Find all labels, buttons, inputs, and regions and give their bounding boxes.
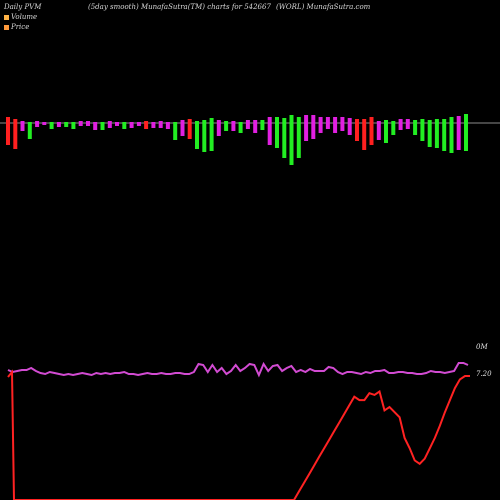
volume-bar (369, 117, 374, 145)
volume-bar (325, 117, 330, 129)
volume-bar (398, 119, 403, 130)
volume-bar (195, 121, 199, 149)
legend-volume: Volume (4, 13, 37, 21)
volume-bar (151, 122, 156, 128)
volume-bar (136, 122, 141, 126)
volume-bar (311, 115, 316, 139)
volume-bar (216, 120, 221, 136)
volume-bar (202, 120, 207, 152)
volume-bar (384, 120, 388, 143)
volume-bar (449, 117, 454, 153)
volume-bar (6, 117, 10, 145)
chart-title-right: (WORL) MunafaSutra.com (276, 3, 371, 11)
volume-bar (289, 115, 294, 165)
volume-bar (158, 121, 163, 128)
volume-bar (27, 122, 32, 139)
legend-price-swatch (4, 24, 9, 30)
volume-bar (42, 122, 47, 125)
volume-bar (427, 120, 432, 147)
volume-bar (93, 122, 98, 130)
volume-bar (420, 119, 425, 141)
volume-bar (231, 121, 236, 131)
legend-volume-label: Volume (11, 13, 38, 21)
volume-bar (296, 117, 301, 158)
volume-bar (362, 119, 367, 150)
volume-bar (71, 122, 76, 129)
volume-bars (6, 114, 468, 165)
volume-bar (64, 122, 69, 127)
legend-price-label: Price (11, 23, 30, 31)
volume-bar (115, 122, 119, 126)
chart-title-middle: (5day smooth) MunafaSutra(TM) charts for… (88, 3, 271, 11)
upper-line (7, 361, 469, 378)
volume-bar (245, 120, 250, 129)
volume-bar (282, 118, 287, 158)
volume-bar (267, 117, 272, 145)
volume-bar (355, 119, 359, 141)
legend-price: Price (4, 23, 29, 31)
volume-bar (442, 119, 447, 151)
volume-bar (100, 122, 105, 130)
chart-title-left: Daily PVM (4, 3, 42, 11)
volume-bar (187, 119, 192, 139)
volume-bar (173, 122, 178, 140)
volume-bar (165, 122, 170, 129)
volume-bar (405, 119, 410, 129)
volume-bar (86, 121, 90, 126)
volume-bar (129, 122, 134, 128)
volume-bar (238, 122, 243, 133)
volume-bar (209, 118, 214, 151)
price-line (7, 369, 470, 500)
volume-bar (78, 121, 83, 126)
volume-bar (456, 116, 461, 150)
volume-bar (144, 121, 149, 129)
volume-bar (376, 121, 381, 140)
volume-bar (122, 122, 127, 129)
volume-bar (318, 117, 323, 133)
volume-bar (56, 122, 61, 127)
volume-bar (464, 114, 468, 151)
volume-bar (107, 121, 112, 128)
volume-bar (340, 117, 345, 131)
price-axis-label: 7.20 (476, 370, 492, 378)
volume-bar (224, 121, 229, 131)
volume-bar (347, 118, 352, 135)
volume-bar (35, 121, 40, 127)
volume-bar (13, 119, 18, 149)
volume-bar (20, 121, 25, 131)
volume-bar (49, 122, 54, 129)
volume-bar (180, 120, 185, 136)
volume-bar (413, 120, 418, 135)
volume-bar (275, 117, 279, 148)
volume-bar (391, 121, 396, 135)
volume-axis-label: 0M (476, 343, 488, 351)
volume-bar (253, 120, 258, 133)
volume-bar (333, 117, 338, 133)
volume-bar (434, 119, 439, 148)
legend-volume-swatch (4, 14, 9, 20)
volume-bar (260, 120, 265, 130)
volume-bar (304, 115, 309, 141)
